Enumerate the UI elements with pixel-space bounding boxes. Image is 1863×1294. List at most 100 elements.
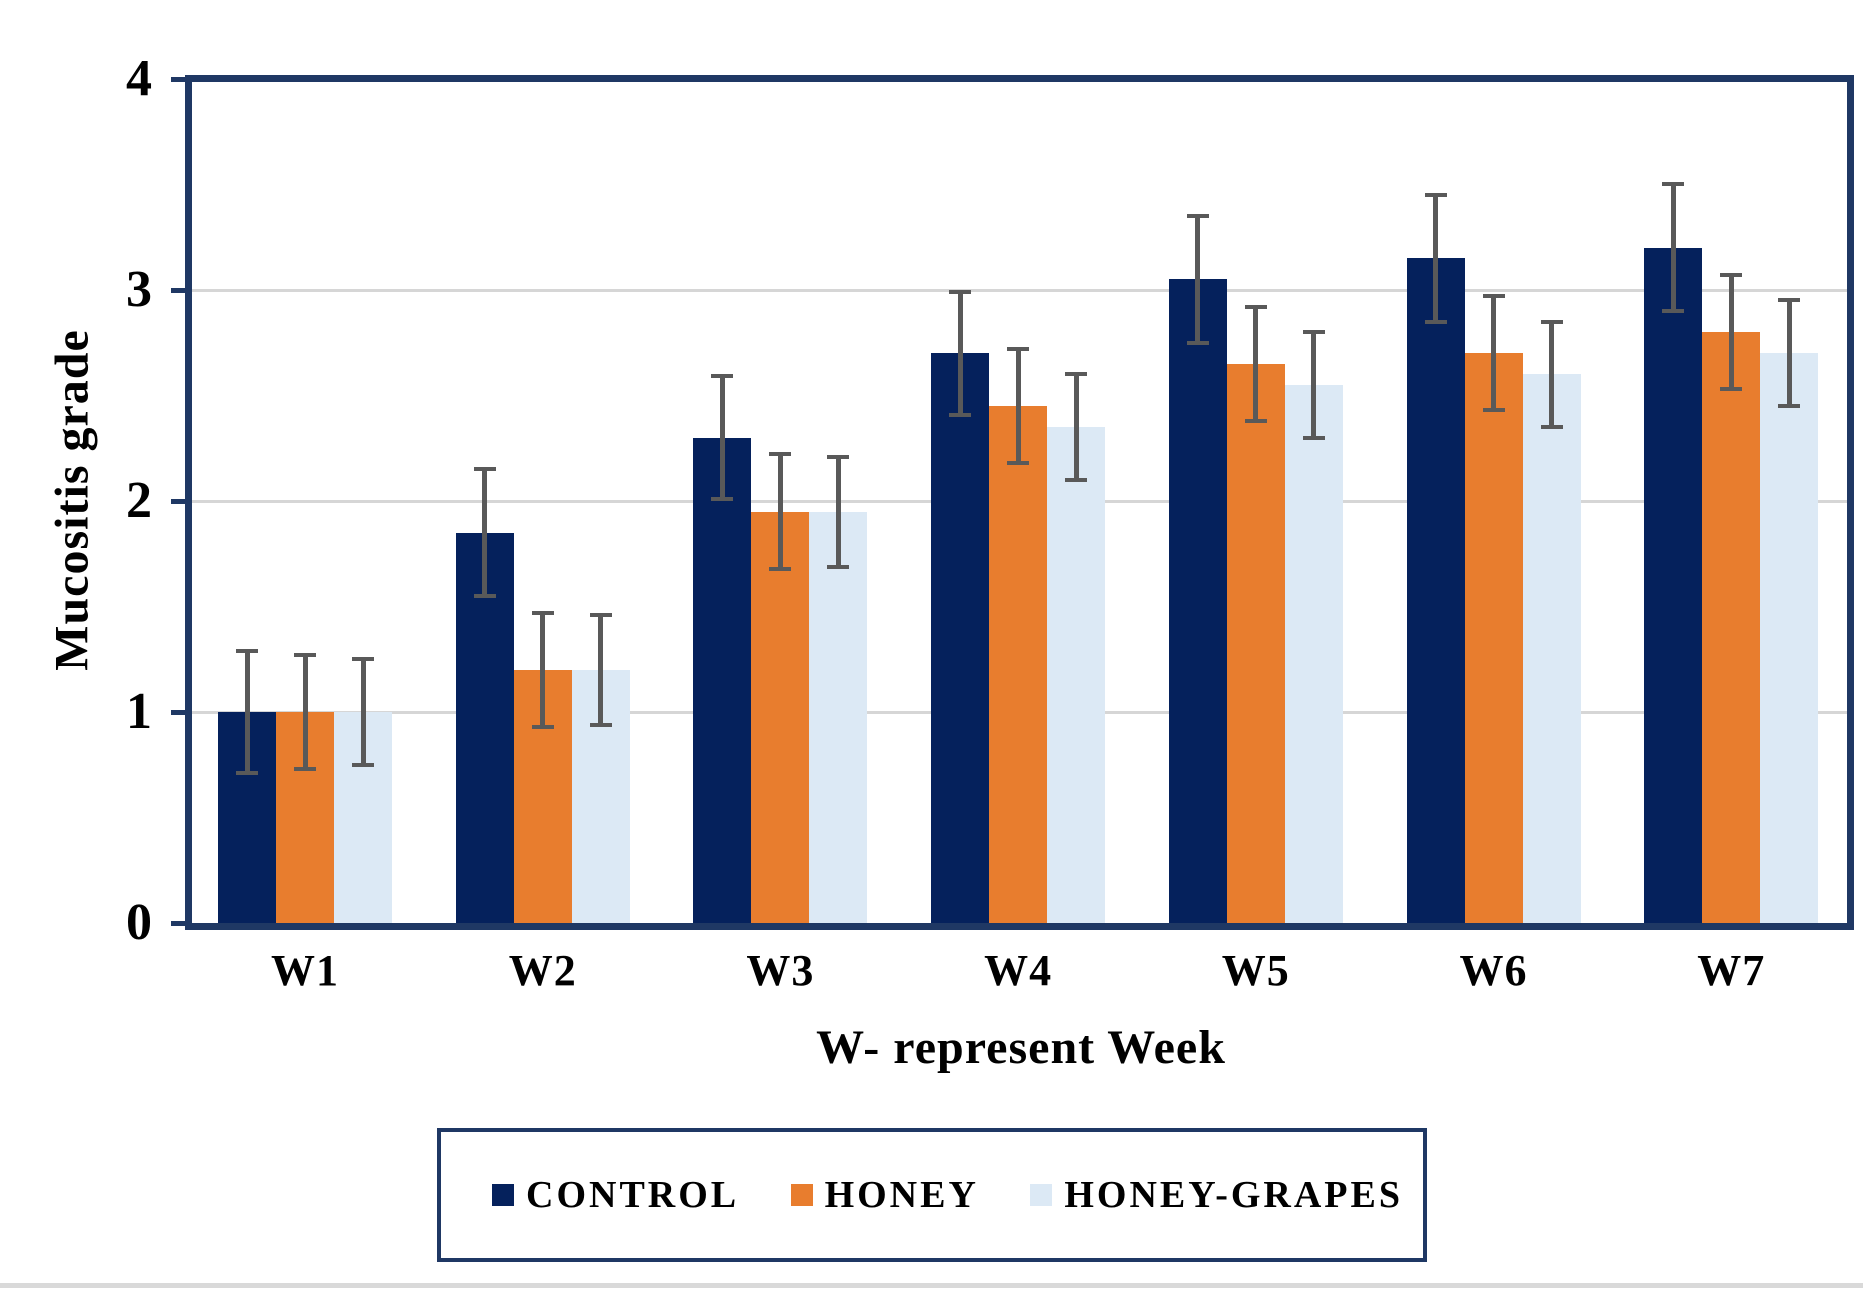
error-bar-cap xyxy=(1778,404,1801,409)
bar-honey-w5 xyxy=(1226,363,1285,923)
error-bar-cap xyxy=(531,724,554,729)
error-bar-cap xyxy=(1186,340,1209,345)
error-bar-cap xyxy=(827,454,850,459)
error-bar-line xyxy=(1670,182,1676,314)
error-bar-cap xyxy=(589,612,612,617)
error-bar-line xyxy=(1433,192,1438,324)
plot-area xyxy=(185,75,1854,930)
error-bar-control-w1 xyxy=(236,648,258,776)
y-tick-label-4: 4 xyxy=(126,50,152,107)
y-tick-1 xyxy=(171,710,185,715)
error-bar-honey-grapes-w7 xyxy=(1778,298,1801,409)
bar-honey-grapes-w4 xyxy=(1047,427,1106,923)
y-tick-label-0: 0 xyxy=(126,894,152,951)
legend: CONTROL HONEY HONEY-GRAPES xyxy=(437,1128,1427,1262)
error-bar-control-w6 xyxy=(1424,192,1447,324)
error-bar-cap xyxy=(1007,346,1030,351)
bar-control-w5 xyxy=(1168,279,1227,923)
x-tick-label-w6: W6 xyxy=(1459,946,1528,995)
error-bar-line xyxy=(244,648,250,776)
error-bar-line xyxy=(777,452,783,571)
error-bar-control-w4 xyxy=(949,290,972,417)
legend-item-honey: HONEY xyxy=(790,1173,979,1217)
error-bar-line xyxy=(1195,214,1201,345)
error-bar-cap xyxy=(352,762,374,767)
x-tick-label-w4: W4 xyxy=(984,946,1053,995)
error-bar-honey-grapes-w2 xyxy=(589,612,612,727)
error-bar-honey-w3 xyxy=(769,452,792,571)
error-bar-cap xyxy=(473,467,496,472)
bar-control-w3 xyxy=(693,437,752,923)
y-tick-label-3: 3 xyxy=(126,261,152,318)
error-bar-cap xyxy=(236,771,258,776)
error-bar-line xyxy=(1015,346,1021,466)
y-tick-0 xyxy=(171,921,185,926)
error-bar-cap xyxy=(711,374,734,379)
error-bar-cap xyxy=(531,610,554,615)
legend-label-honey: HONEY xyxy=(824,1174,979,1216)
error-bar-cap xyxy=(1778,298,1801,303)
error-bar-cap xyxy=(949,290,972,294)
bar-honey-w4 xyxy=(989,406,1048,923)
error-bar-cap xyxy=(1482,408,1505,413)
error-bar-cap xyxy=(589,722,612,727)
legend-item-honey-grapes: HONEY-GRAPES xyxy=(1030,1173,1403,1217)
error-bar-control-w5 xyxy=(1186,214,1209,345)
error-bar-line xyxy=(1786,298,1792,409)
error-bar-line xyxy=(1311,330,1317,440)
plot-inner xyxy=(192,82,1847,923)
error-bar-cap xyxy=(1540,319,1563,324)
y-tick-label-1: 1 xyxy=(126,683,152,740)
legend-label-honey-grapes: HONEY-GRAPES xyxy=(1064,1174,1403,1216)
error-bar-cap xyxy=(1302,435,1325,440)
legend-label-control: CONTROL xyxy=(526,1174,740,1216)
bar-honey-w6 xyxy=(1464,353,1523,923)
error-bar-line xyxy=(360,657,366,767)
error-bar-honey-w4 xyxy=(1007,346,1030,466)
legend-swatch-honey-grapes xyxy=(1030,1184,1053,1206)
error-bar-cap xyxy=(473,594,496,599)
error-bar-cap xyxy=(294,652,316,657)
x-tick-label-w2: W2 xyxy=(508,946,577,995)
error-bar-cap xyxy=(1662,182,1685,187)
error-bar-cap xyxy=(711,496,734,501)
legend-swatch-honey xyxy=(790,1184,813,1206)
error-bar-control-w7 xyxy=(1662,182,1685,314)
gridline-3 xyxy=(192,289,1847,292)
error-bar-honey-w1 xyxy=(294,652,316,772)
bar-honey-grapes-w5 xyxy=(1284,384,1343,923)
bar-honey-grapes-w6 xyxy=(1522,374,1581,923)
error-bar-line xyxy=(1253,304,1259,423)
error-bar-cap xyxy=(827,564,850,569)
error-bar-line xyxy=(482,467,488,599)
error-bar-honey-grapes-w1 xyxy=(352,657,374,767)
x-tick-label-w5: W5 xyxy=(1221,946,1290,995)
bar-control-w6 xyxy=(1406,258,1465,923)
error-bar-honey-w5 xyxy=(1244,304,1267,423)
error-bar-honey-grapes-w5 xyxy=(1302,330,1325,440)
error-bar-control-w3 xyxy=(711,374,734,501)
error-bar-cap xyxy=(949,412,972,417)
error-bar-cap xyxy=(1720,273,1743,278)
error-bar-line xyxy=(1549,319,1554,430)
error-bar-line xyxy=(719,374,725,501)
error-bar-cap xyxy=(1007,461,1030,466)
bottom-divider xyxy=(0,1283,1863,1288)
bar-honey-grapes-w3 xyxy=(809,511,868,923)
error-bar-honey-w7 xyxy=(1720,273,1743,392)
error-bar-honey-grapes-w3 xyxy=(827,454,850,569)
error-bar-cap xyxy=(1424,192,1447,197)
error-bar-cap xyxy=(1662,309,1685,314)
error-bar-line xyxy=(1728,273,1734,392)
error-bar-line xyxy=(302,652,308,772)
error-bar-cap xyxy=(352,657,374,662)
error-bar-honey-w2 xyxy=(531,610,554,729)
x-tick-label-w3: W3 xyxy=(746,946,815,995)
error-bar-line xyxy=(1073,372,1079,482)
x-tick-label-w1: W1 xyxy=(271,946,339,995)
bar-control-w7 xyxy=(1644,247,1703,923)
error-bar-line xyxy=(835,454,841,569)
y-tick-3 xyxy=(171,288,185,293)
legend-swatch-control xyxy=(492,1184,514,1206)
